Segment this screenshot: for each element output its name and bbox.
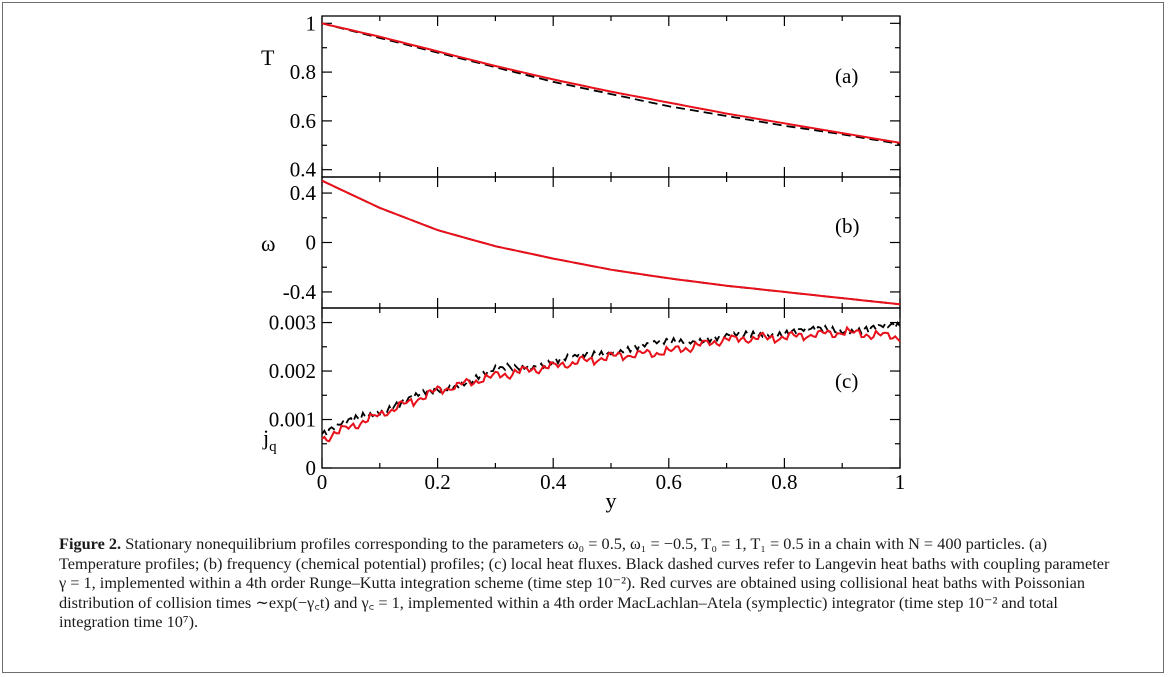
series-line-black-dashed [321,22,901,145]
y-tick-label: 0.4 [290,158,317,182]
y-axis-label-subscript: q [269,439,277,455]
figure-chart: 1 0.8 0.6 0.4 T (a) 0.4 0 -0.4 ω (b) 0.003 0.002 0.00… [261,11,906,513]
y-tick-label: 0.003 [269,311,316,335]
x-tick-label: 1 [895,470,906,494]
y-tick-label: 0.6 [290,109,316,133]
y-tick-label: 0.001 [269,408,316,432]
y-tick-label: 0 [306,456,317,480]
x-axis-label: y [606,488,617,513]
y-tick-label: 0.002 [269,359,316,383]
series-line-red [321,22,901,144]
y-tick-label: 0 [306,231,317,255]
y-tick-label: -0.4 [283,280,317,304]
y-tick-label: 0.4 [290,181,317,205]
series-line-black-dashed [321,321,901,438]
plot-frame [321,15,901,178]
x-tick-label: 0.4 [540,470,567,494]
x-tick-label: 0.6 [656,470,682,494]
y-tick-label: 0.8 [290,60,316,84]
panel-annotation: (b) [835,214,860,238]
y-axis-label: T [261,45,275,70]
y-axis-label: ω [261,231,275,256]
x-tick-label: 0.2 [424,470,450,494]
x-tick-label: 0.8 [771,470,797,494]
panel-a: 1 0.8 0.6 0.4 T (a) [261,11,901,182]
series-line-red [321,179,901,306]
series-line-red [321,325,901,443]
x-tick-label: 0 [317,470,328,494]
plot-frame [321,307,901,469]
plot-frame [321,176,901,309]
caption-text: Stationary nonequilibrium profiles corre… [59,534,1110,632]
panel-b: 0.4 0 -0.4 ω (b) [261,176,901,309]
y-tick-label: 1 [306,11,317,35]
series-line-black-dashed [321,179,901,306]
caption-label: Figure 2. [59,534,122,553]
panel-annotation: (a) [835,64,858,88]
panel-annotation: (c) [835,369,858,393]
figure-caption: Figure 2. Stationary nonequilibrium prof… [59,534,1119,632]
